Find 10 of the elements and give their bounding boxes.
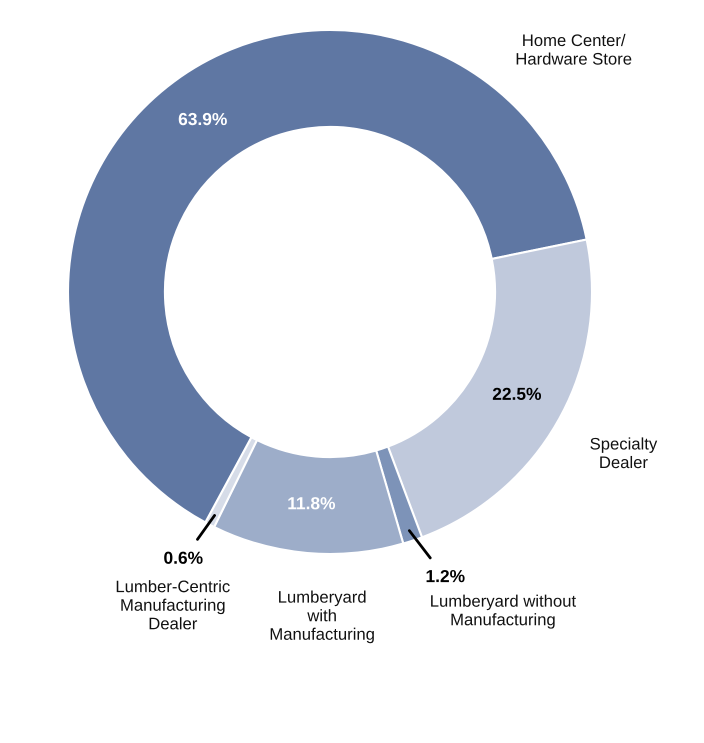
data-label: 22.5% — [492, 388, 542, 400]
data-label: 11.8% — [288, 497, 336, 510]
data-label: 63.9% — [178, 112, 227, 126]
data-label: 0.6% — [164, 552, 203, 564]
slice-label: Lumberyard without Manufacturing — [431, 594, 576, 629]
slice-label: Specialty Dealer — [590, 437, 658, 468]
slice-label: Lumber-Centric Manufacturing Dealer — [116, 580, 230, 630]
slice-label: Home Center/ Hardware Store — [516, 34, 632, 65]
data-label: 1.2% — [426, 570, 465, 582]
slice-label: Lumberyard with Manufacturing — [270, 590, 374, 644]
